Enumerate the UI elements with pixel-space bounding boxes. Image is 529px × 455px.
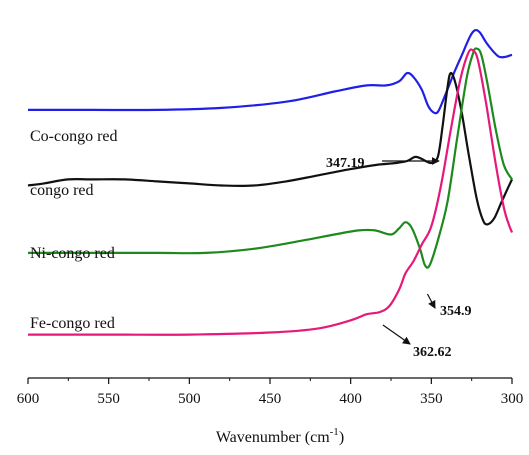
x-tick-label: 300 [501, 391, 524, 407]
annotation-label-0: 347.19 [326, 156, 365, 171]
x-axis-title: Wavenumber (cm-1) [216, 426, 344, 446]
series-line-3 [27, 48, 514, 336]
series-labels: Co-congo red congo red Ni-congo red Fe-cong… [30, 128, 118, 332]
x-tick-label: 450 [259, 391, 282, 407]
series-label-2: Ni-congo red [30, 245, 115, 262]
x-tick-label: 600 [17, 391, 40, 407]
series-label-3: Fe-congo red [30, 315, 115, 332]
annotation-label-1: 354.9 [440, 304, 472, 319]
x-axis-title-sup: -1 [330, 426, 339, 438]
x-axis-title-main: Wavenumber (cm [216, 429, 330, 446]
x-axis-title-close: ) [339, 429, 344, 446]
annotation-arrow-1 [426, 293, 436, 309]
series-line-2 [28, 47, 513, 269]
x-tick-label: 550 [97, 391, 120, 407]
series-line-1 [27, 71, 513, 226]
peak-annotations: 347.19 354.9 362.62 [326, 156, 472, 360]
series-lines [27, 28, 514, 336]
series-line-0 [28, 28, 513, 115]
x-tick-label: 350 [420, 391, 443, 407]
series-label-0: Co-congo red [30, 128, 118, 145]
series-label-1: congo red [30, 182, 94, 199]
annotation-label-2: 362.62 [413, 345, 452, 360]
x-tick-label: 400 [339, 391, 362, 407]
annotation-arrow-2 [382, 324, 411, 345]
x-axis-ticks: 600 550 500 450 400 350 300 [17, 378, 524, 407]
x-tick-label: 500 [178, 391, 201, 407]
